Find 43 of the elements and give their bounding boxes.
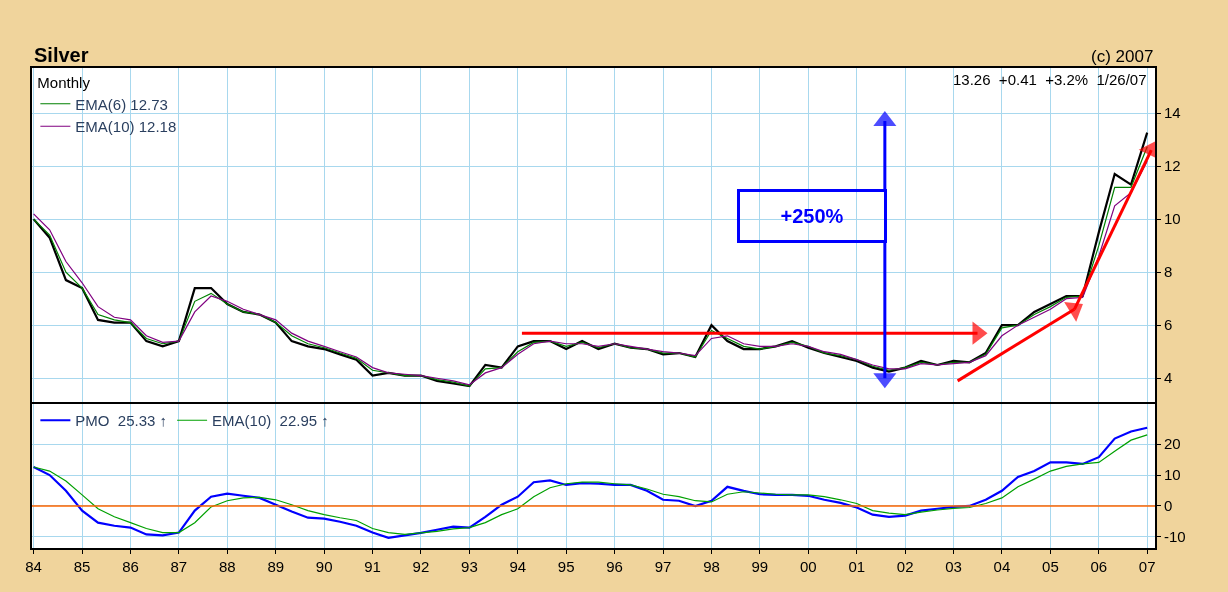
chart-title: Silver xyxy=(34,44,89,66)
x-tick-label: 07 xyxy=(1138,558,1156,575)
x-tick-label: 87 xyxy=(170,558,188,575)
x-tick-label: 94 xyxy=(509,558,527,575)
annotation: 13.26 +0.41 +3.2% 1/26/07 xyxy=(953,71,1147,88)
x-tick-label: 86 xyxy=(122,558,139,575)
x-tick-label: 96 xyxy=(606,558,623,575)
x-tick-label: 90 xyxy=(315,558,333,575)
x-tick-label: 00 xyxy=(799,558,817,575)
legend-label: EMA(10) 22.95 ↑ xyxy=(212,412,329,430)
x-tick-label: 06 xyxy=(1090,558,1108,575)
y-tick-label: 6 xyxy=(1164,316,1173,334)
y-tick-label: 4 xyxy=(1164,369,1173,387)
x-tick-label: 88 xyxy=(218,558,236,575)
x-tick-label: 99 xyxy=(751,558,769,575)
legend-title: Monthly xyxy=(37,73,91,91)
x-tick-label: 95 xyxy=(557,558,575,575)
x-tick-label: 93 xyxy=(461,558,478,575)
x-tick-label: 05 xyxy=(1042,558,1059,575)
y-tick-label: 8 xyxy=(1164,263,1173,281)
y-tick-label: 12 xyxy=(1164,157,1181,175)
legend-label: EMA(6) 12.73 xyxy=(75,95,168,113)
x-tick-label: 89 xyxy=(267,558,285,575)
x-tick-label: 98 xyxy=(703,558,720,575)
annotation: +250% xyxy=(780,205,844,227)
y-tick-label: 20 xyxy=(1164,435,1181,453)
x-tick-label: 92 xyxy=(412,558,430,575)
x-tick-label: 84 xyxy=(25,558,42,575)
y-tick-label: 10 xyxy=(1164,210,1181,228)
x-tick-label: 85 xyxy=(73,558,91,575)
x-tick-label: 97 xyxy=(654,558,672,575)
x-tick-label: 01 xyxy=(848,558,866,575)
x-tick-label: 91 xyxy=(364,558,381,575)
y-tick-label: 0 xyxy=(1164,497,1173,515)
legend-label: PMO 25.33 ↑ xyxy=(75,412,168,430)
x-tick-label: 04 xyxy=(993,558,1011,575)
x-tick-label: 03 xyxy=(945,558,962,575)
legend-label: EMA(10) 12.18 xyxy=(75,118,177,136)
y-tick-label: 14 xyxy=(1164,104,1181,122)
y-tick-label: -10 xyxy=(1164,528,1186,546)
y-tick-label: 10 xyxy=(1164,466,1181,484)
text: (c) 2007 xyxy=(1091,47,1154,66)
x-tick-label: 02 xyxy=(896,558,914,575)
